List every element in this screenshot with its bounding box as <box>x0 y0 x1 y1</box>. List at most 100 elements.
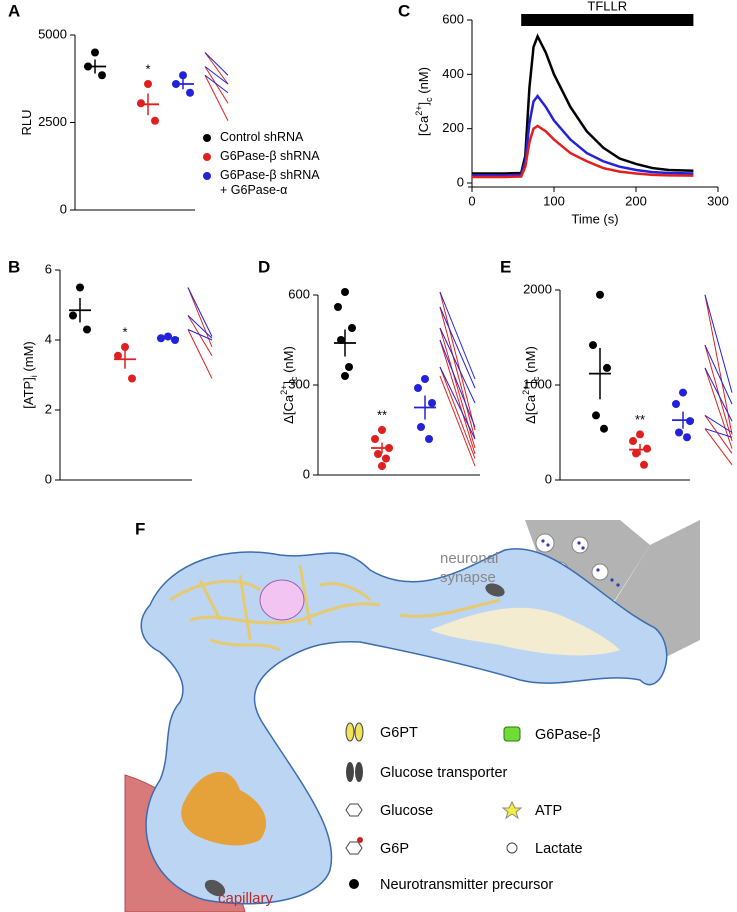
data-point <box>382 454 390 463</box>
paired-line <box>704 294 733 393</box>
y-tick-label: 0 <box>45 471 52 486</box>
significance: * <box>122 324 127 339</box>
data-point <box>640 460 648 469</box>
data-point <box>76 283 84 292</box>
label-part: c <box>531 376 541 381</box>
paired-line <box>439 366 476 459</box>
data-point <box>629 437 637 446</box>
label-part: 2+ <box>521 385 531 395</box>
data-point <box>428 399 436 407</box>
paired-line <box>187 287 213 348</box>
paired-line <box>439 291 476 431</box>
trace <box>472 124 694 179</box>
y-tick-label: 1000 <box>523 376 552 391</box>
legend-marker <box>203 172 211 180</box>
data-point <box>334 303 342 311</box>
data-point <box>341 372 349 380</box>
paired-line <box>204 75 229 121</box>
paired-line <box>204 66 229 104</box>
legend-text: Glucose <box>380 803 433 819</box>
paired-line <box>704 367 733 422</box>
legend-text: ATP <box>535 803 562 819</box>
data-point <box>179 71 187 80</box>
data-point <box>592 411 600 420</box>
data-point <box>128 374 136 383</box>
paired-line <box>439 306 476 440</box>
y-tick-label: 0 <box>60 201 67 216</box>
paired-line <box>439 327 476 404</box>
data-point <box>348 324 356 332</box>
y-tick-label: 5000 <box>38 26 67 41</box>
nucleus <box>259 579 305 621</box>
paired-line <box>704 428 733 438</box>
synapse-label: synapse <box>440 569 496 586</box>
y-tick-label: 2500 <box>38 114 67 129</box>
transporter <box>204 879 226 897</box>
data-point <box>341 288 349 296</box>
paired-line <box>439 339 476 428</box>
legend-text: Lactate <box>535 841 583 857</box>
legend-marker <box>203 134 211 142</box>
panel-label: B <box>8 257 20 276</box>
y-tick-label: 600 <box>288 286 310 301</box>
synapse-label: neuronal <box>440 550 498 567</box>
label-part: Δ[Ca <box>523 394 538 424</box>
data-point <box>675 428 683 437</box>
data-point <box>186 88 194 97</box>
stimulus-label: TFLLR <box>587 0 627 13</box>
data-point <box>600 424 608 433</box>
paired-line <box>187 329 213 341</box>
y-tick-label: 2000 <box>523 281 552 296</box>
data-point <box>603 363 611 372</box>
paired-line <box>187 315 213 339</box>
data-point <box>121 343 129 351</box>
legend-text: Glucose transporter <box>380 765 508 781</box>
label-part: [ATP] <box>21 377 36 409</box>
legend-marker <box>203 153 211 161</box>
diagram: neuronal synapse capillary G6PT G6Pase-β… <box>124 520 700 912</box>
label-part: ] <box>281 381 296 385</box>
y-axis-label: Δ[Ca2+]c (nM) <box>279 346 299 424</box>
data-point <box>345 363 353 371</box>
transporter <box>485 583 505 597</box>
capillary-label: capillary <box>218 890 274 907</box>
paired-line <box>439 366 476 440</box>
label-part: (nM) <box>416 67 431 97</box>
x-axis-label: Time (s) <box>571 211 618 226</box>
data-point <box>371 435 379 443</box>
diagram-legend-icons <box>345 722 523 889</box>
y-tick-label: 0 <box>545 471 552 486</box>
process-core <box>430 607 620 656</box>
legend-text: G6PT <box>380 725 418 741</box>
panel-label: A <box>8 1 20 20</box>
paired-line <box>704 294 733 435</box>
legend-label: G6Pase-β shRNA + G6Pase-α <box>220 168 320 197</box>
y-tick-label: 0 <box>303 466 310 481</box>
paired-line <box>704 428 733 466</box>
x-tick-label: 0 <box>468 193 475 208</box>
significance: ** <box>635 412 645 427</box>
label-part: ] <box>416 102 431 106</box>
label-part: c <box>424 97 434 102</box>
legend-entry: G6Pase-β shRNA <box>203 149 320 164</box>
paired-line <box>204 52 229 76</box>
stimulus-bar <box>521 14 694 26</box>
panel-label: F <box>135 519 145 538</box>
paired-line <box>204 74 229 94</box>
data-point <box>643 444 651 453</box>
data-point <box>137 99 145 108</box>
data-point <box>114 351 122 360</box>
legend-text: G6Pase-β <box>535 727 601 743</box>
label-part: [Ca <box>416 115 431 136</box>
data-point <box>632 449 640 458</box>
label-part: 2+ <box>279 385 289 395</box>
label-part: (mM) <box>21 341 36 375</box>
y-tick-label: 2 <box>45 401 52 416</box>
label-part: (nM) <box>523 346 538 376</box>
legend-text: G6P <box>380 841 409 857</box>
data-point <box>69 311 77 320</box>
paired-line <box>704 344 733 405</box>
data-point <box>374 450 382 458</box>
data-point <box>144 80 152 88</box>
